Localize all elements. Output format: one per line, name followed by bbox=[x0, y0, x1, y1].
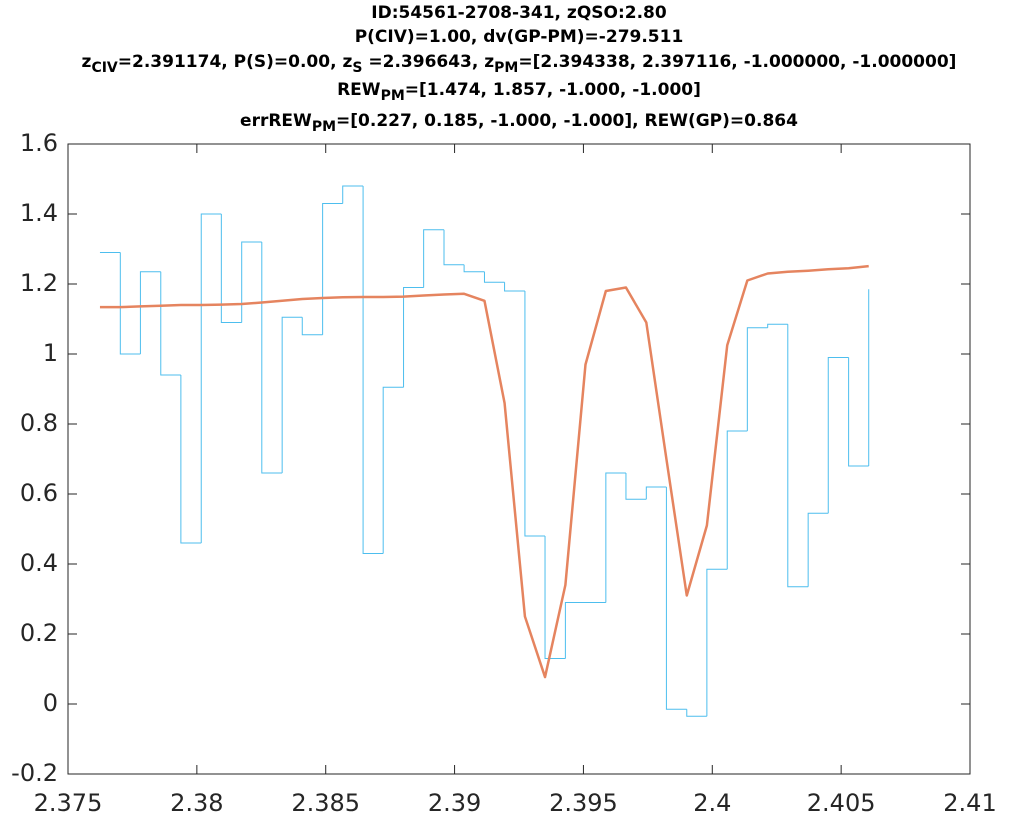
stair-step bbox=[281, 316, 303, 473]
title-text: =2.396643, z bbox=[362, 52, 494, 72]
stair-step bbox=[423, 229, 445, 288]
stair-step bbox=[342, 185, 364, 204]
y-tick-label: 0 bbox=[43, 689, 58, 717]
stair-step bbox=[746, 327, 768, 431]
stair-step bbox=[301, 317, 323, 336]
stair-step bbox=[848, 357, 869, 467]
y-tick-label: -0.2 bbox=[11, 759, 58, 787]
title-text: z bbox=[82, 52, 92, 72]
y-tick-label: 0.2 bbox=[20, 619, 58, 647]
stair-step bbox=[483, 271, 505, 283]
title-text: REW bbox=[337, 80, 381, 100]
x-tick-label: 2.395 bbox=[549, 789, 618, 815]
x-tick-label: 2.405 bbox=[807, 789, 876, 815]
stair-step bbox=[524, 291, 546, 537]
title-text: P(CIV)=1.00, dv(GP-PM)=-279.511 bbox=[355, 27, 684, 47]
x-tick-label: 2.41 bbox=[943, 789, 996, 815]
title-text: =2.391174, P(S)=0.00, z bbox=[118, 52, 353, 72]
stair-step bbox=[139, 271, 161, 354]
stair-step bbox=[706, 568, 728, 717]
stair-step bbox=[241, 241, 262, 323]
title-subscript: CIV bbox=[91, 60, 117, 76]
title-text: errREW bbox=[240, 111, 312, 131]
stair-step bbox=[767, 323, 788, 328]
title-subscript: PM bbox=[381, 88, 405, 104]
chart-title: zCIV=2.391174, P(S)=0.00, zS =2.396643, … bbox=[82, 52, 957, 76]
chart-title: errREWPM=[0.227, 0.185, -1.000, -1.000],… bbox=[240, 111, 798, 135]
stair-step bbox=[686, 709, 707, 717]
stair-step bbox=[322, 203, 343, 335]
y-tick-label: 1.2 bbox=[20, 269, 58, 297]
chart-title: P(CIV)=1.00, dv(GP-PM)=-279.511 bbox=[355, 27, 684, 47]
stair-step bbox=[362, 186, 384, 554]
x-tick-label: 2.4 bbox=[693, 789, 731, 815]
stair-step bbox=[787, 324, 809, 588]
stair-step bbox=[544, 536, 566, 659]
x-tick-label: 2.39 bbox=[428, 789, 481, 815]
stair-step bbox=[504, 282, 525, 292]
plot-area bbox=[67, 143, 971, 775]
title-text: =[1.474, 1.857, -1.000, -1.000] bbox=[405, 80, 701, 100]
stair-step bbox=[443, 229, 465, 266]
stair-step bbox=[261, 242, 283, 474]
title-subscript: S bbox=[352, 60, 362, 76]
stair-step bbox=[564, 602, 586, 659]
model-line bbox=[99, 264, 869, 679]
y-tick-label: 0.8 bbox=[20, 409, 58, 437]
chart-title: REWPM=[1.474, 1.857, -1.000, -1.000] bbox=[337, 80, 701, 104]
stair-step bbox=[665, 487, 687, 710]
stair-step bbox=[220, 214, 242, 323]
x-tick-label: 2.38 bbox=[170, 789, 223, 815]
chart-title: ID:54561-2708-341, zQSO:2.80 bbox=[371, 3, 667, 23]
y-tick-label: 0.6 bbox=[20, 479, 58, 507]
x-tick-label: 2.375 bbox=[34, 789, 103, 815]
stair-step bbox=[827, 357, 849, 514]
y-tick-label: 0.4 bbox=[20, 549, 58, 577]
stair-step bbox=[726, 430, 748, 570]
x-tick-label: 2.385 bbox=[291, 789, 360, 815]
stair-step bbox=[200, 213, 222, 543]
stair-step bbox=[645, 486, 667, 500]
title-text: ID:54561-2708-341, zQSO:2.80 bbox=[371, 3, 667, 23]
stair-step bbox=[403, 287, 424, 388]
y-tick-label: 1 bbox=[43, 339, 58, 367]
stair-step bbox=[180, 375, 202, 544]
title-subscript: PM bbox=[494, 60, 518, 76]
stair-step bbox=[382, 386, 404, 554]
y-tick-label: 1.6 bbox=[20, 129, 58, 157]
y-tick-label: 1.4 bbox=[20, 199, 58, 227]
title-subscript: PM bbox=[312, 119, 336, 135]
title-text: =[0.227, 0.185, -1.000, -1.000], REW(GP)… bbox=[336, 111, 798, 131]
stair-step bbox=[605, 472, 626, 603]
stair-step bbox=[119, 252, 141, 355]
stair-step bbox=[463, 264, 485, 273]
stair-step bbox=[625, 473, 647, 500]
title-text: =[2.394338, 2.397116, -1.000000, -1.0000… bbox=[518, 52, 956, 72]
stair-step bbox=[807, 512, 829, 587]
